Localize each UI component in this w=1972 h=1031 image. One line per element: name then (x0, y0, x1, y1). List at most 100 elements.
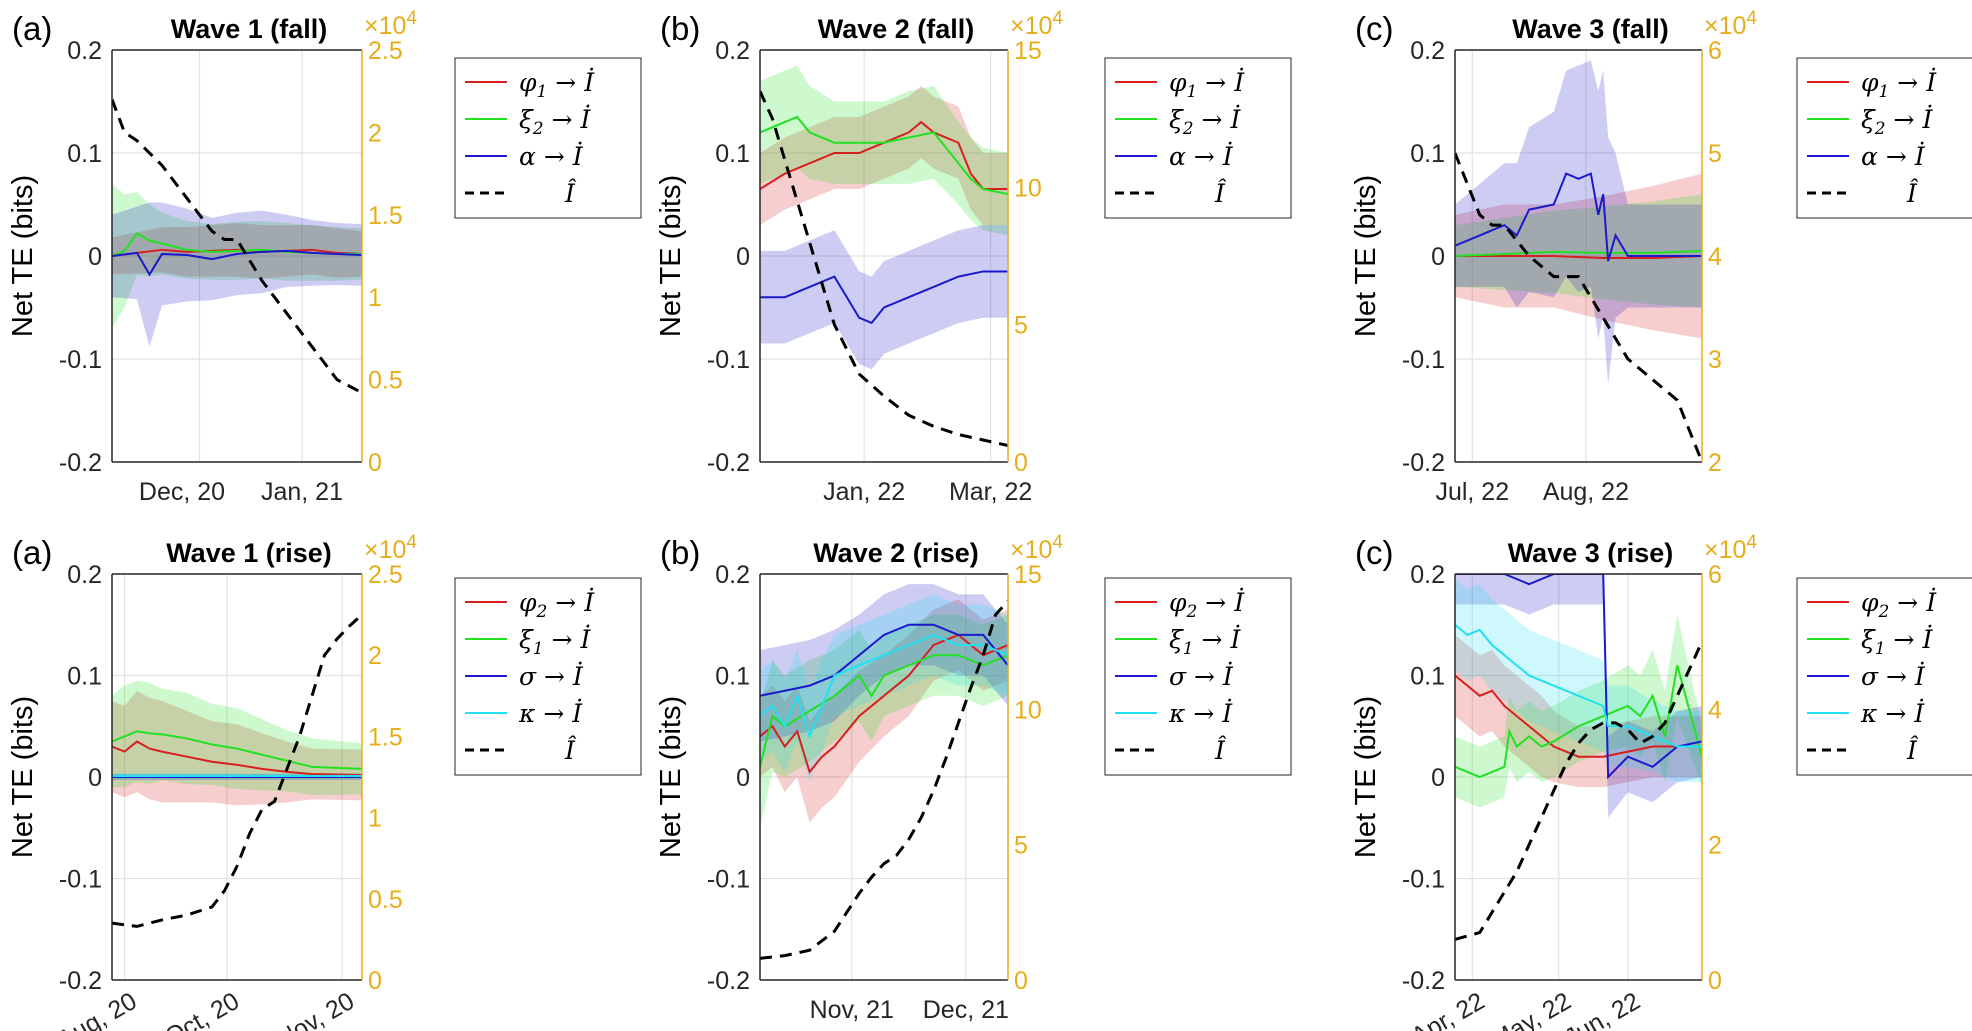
legend-symbol: α (1861, 142, 1878, 171)
right-tick-label: 2 (368, 642, 382, 670)
left-tick-label: 0.2 (715, 561, 750, 589)
legend-label-cyan: κ → İ (518, 699, 583, 728)
left-axis-title: Net TE (bits) (655, 696, 687, 858)
legend-target: İ (1921, 625, 1933, 654)
x-tick-label: Mar, 22 (949, 478, 1032, 506)
left-tick-label: -0.2 (707, 449, 750, 477)
legend-subscript: 2 (532, 119, 544, 139)
legend-target: İ (583, 68, 595, 97)
x-tick-label: May, 22 (1486, 987, 1575, 1031)
legend-label-green: ξ2 → İ (1169, 105, 1241, 139)
series-line-cyan (760, 633, 1008, 740)
right-tick-label: 1 (368, 284, 382, 312)
right-tick-label: 10 (1014, 174, 1042, 202)
right-tick-label: 4 (1708, 243, 1722, 271)
band-blue (760, 584, 1008, 742)
right-tick-label: 0 (368, 967, 382, 995)
band-blue (1455, 574, 1702, 818)
x-tick-label: Jul, 22 (1435, 478, 1509, 506)
legend-symbol: φ (519, 588, 537, 617)
legend-subscript: 2 (1182, 119, 1194, 139)
legend-subscript: 1 (533, 639, 544, 659)
legend-arrow: → (544, 625, 581, 654)
right-tick-label: 2 (368, 119, 382, 147)
legend-target: İ (1229, 625, 1241, 654)
left-tick-label: -0.1 (1402, 346, 1445, 374)
panel-title: Wave 1 (rise) (166, 538, 332, 568)
band-cyan (760, 594, 1008, 783)
left-tick-label: -0.1 (59, 346, 102, 374)
legend-label-blue: σ → İ (1861, 662, 1926, 691)
series-line-blue (1455, 574, 1702, 780)
right-tick-label: 0 (368, 449, 382, 477)
series-line-red (1455, 674, 1702, 758)
legend-label-black: Î (1906, 179, 1919, 208)
legend-symbol: ξ (1169, 105, 1184, 134)
legend-arrow: → (1878, 662, 1915, 691)
left-tick-label: -0.1 (707, 866, 750, 894)
left-tick-label: -0.2 (1402, 967, 1445, 995)
series-line-ihat (112, 98, 362, 395)
left-tick-label: 0.1 (715, 140, 750, 168)
legend-subscript: 2 (536, 602, 548, 622)
legend-symbol: α (519, 142, 536, 171)
right-axis-exponent: ×104 (1010, 8, 1063, 40)
band-green (112, 680, 362, 796)
left-tick-label: 0.2 (1410, 37, 1445, 65)
band-red (760, 86, 1008, 226)
series-line-blue (760, 270, 1008, 325)
left-tick-label: 0 (736, 764, 750, 792)
left-tick-label: 0.1 (67, 140, 102, 168)
band-green (760, 65, 1008, 236)
legend-symbol: ξ (1861, 625, 1876, 654)
band-green (1455, 614, 1702, 808)
legend-symbol: φ (1169, 68, 1187, 97)
exponent-base: ×10 (1010, 12, 1052, 40)
left-axis-title: Net TE (bits) (1350, 696, 1382, 858)
legend-target: İ (579, 105, 591, 134)
legend-arrow: → (1889, 68, 1926, 97)
panel-label: (c) (1355, 10, 1393, 47)
legend-label-red: φ2 → İ (1169, 588, 1245, 622)
plot-series (760, 584, 1008, 960)
band-red (1455, 173, 1702, 339)
panel-2: 0.2 0.1 0 -0.1 -0.2 Net TE (bits) 15 10 5 0 ×104 Ja… (655, 8, 1292, 506)
panel-title: Wave 2 (fall) (818, 14, 975, 44)
left-tick-label: -0.2 (1402, 449, 1445, 477)
legend-arrow: → (535, 699, 572, 728)
legend-arrow: → (1197, 68, 1234, 97)
series-line-blue (1455, 172, 1702, 262)
panel-4: 0.2 0.1 0 -0.1 -0.2 Net TE (bits) 2.5 2 1.5 1 0.5 0… (7, 532, 642, 1031)
exponent-power: 4 (1052, 8, 1063, 29)
legend-box (1104, 57, 1292, 219)
left-tick-label: 0.1 (1410, 140, 1445, 168)
legend-symbol: ξ (519, 625, 534, 654)
plot-series (760, 65, 1008, 447)
legend-target: İ (1221, 699, 1233, 728)
legend-arrow: → (1194, 105, 1231, 134)
right-axis-exponent: ×104 (1010, 532, 1063, 564)
right-tick-label: 10 (1014, 696, 1042, 724)
panel-label: (a) (12, 534, 52, 571)
legend-arrow: → (547, 68, 584, 97)
right-axis-exponent: ×104 (364, 8, 417, 40)
x-tick-label: Dec, 20 (139, 478, 225, 506)
left-tick-label: -0.2 (59, 449, 102, 477)
legend-target: İ (1914, 142, 1926, 171)
series-line-green (760, 115, 1008, 196)
left-axis-title: Net TE (bits) (7, 696, 39, 858)
exponent-power: 4 (1746, 8, 1757, 29)
left-tick-label: 0.2 (67, 37, 102, 65)
legend-subscript: 1 (1187, 82, 1198, 102)
right-tick-label: 1 (368, 805, 382, 833)
left-tick-label: 0.2 (1410, 561, 1445, 589)
series-line-red (112, 740, 362, 776)
legend-target: İ (1222, 142, 1234, 171)
left-tick-label: -0.2 (59, 967, 102, 995)
left-axis-title: Net TE (bits) (1350, 175, 1382, 337)
legend-subscript: 2 (1186, 602, 1198, 622)
right-tick-label: 6 (1708, 37, 1722, 65)
right-tick-label: 2 (1708, 449, 1722, 477)
legend-target: İ (1914, 662, 1926, 691)
